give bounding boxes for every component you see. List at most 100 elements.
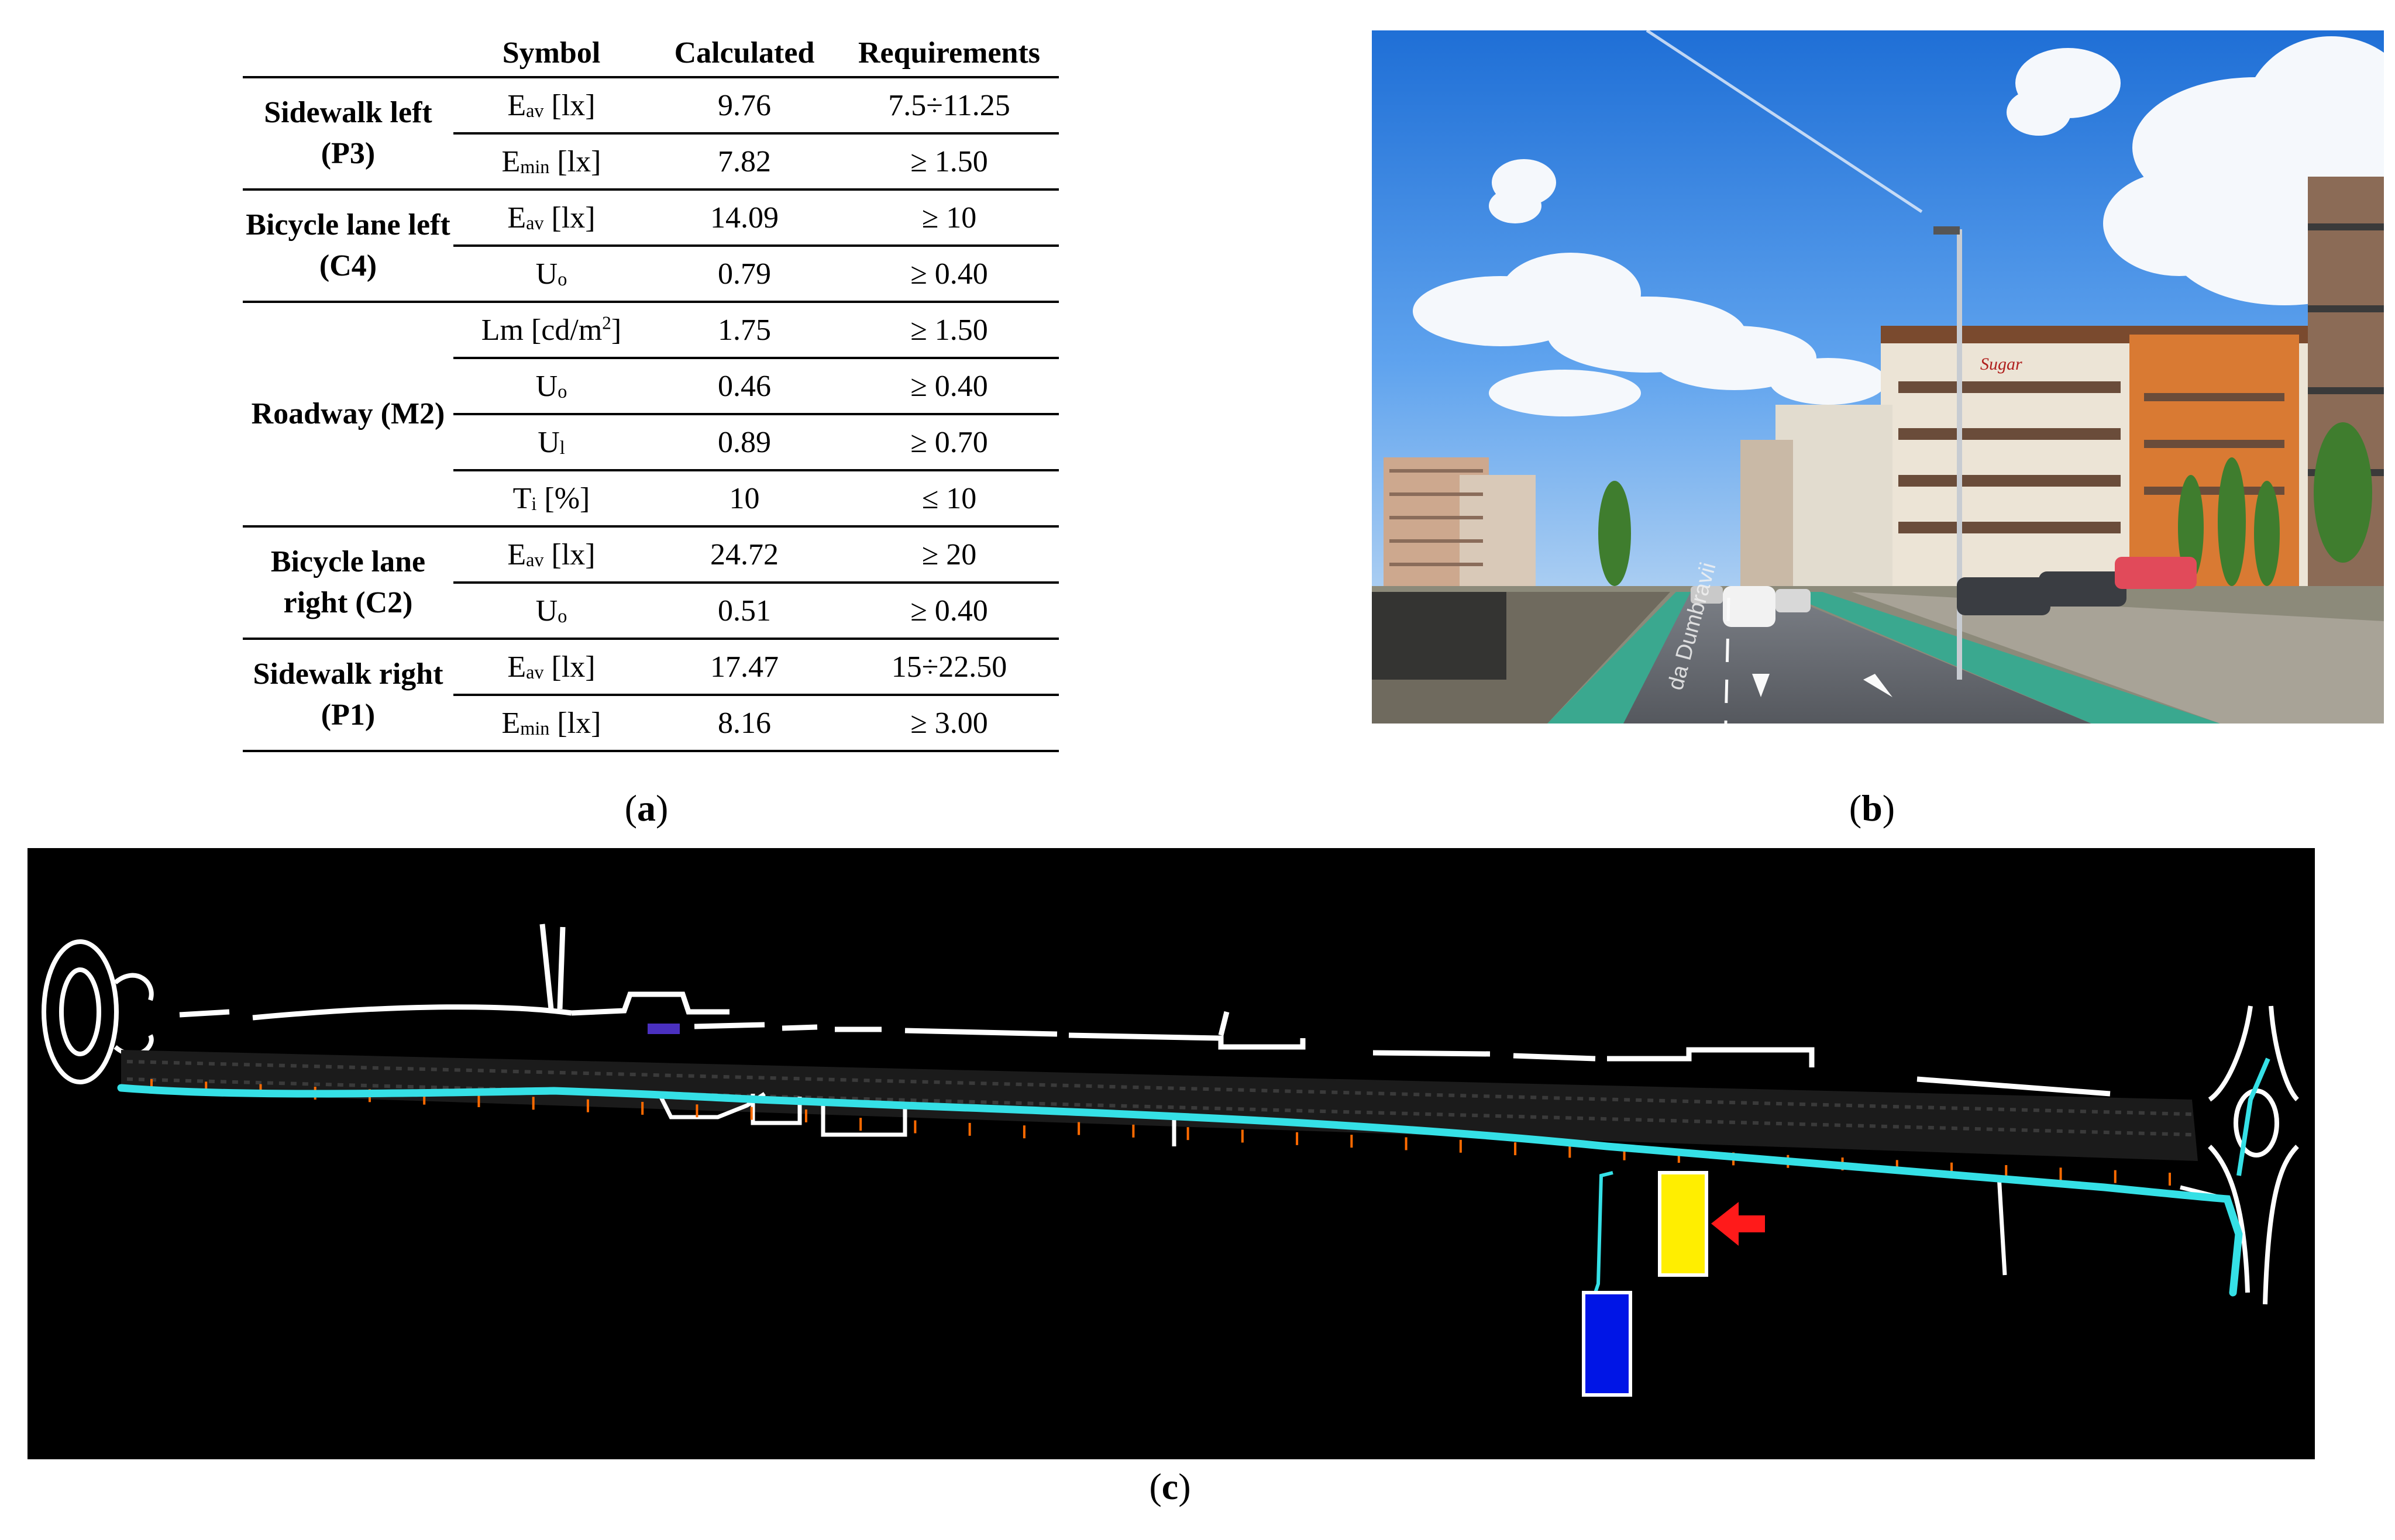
pole-marker	[1459, 1139, 1462, 1153]
calculated-cell: 1.75	[649, 302, 839, 359]
bicycle-lane-path	[117, 1084, 2243, 1297]
group-label: Sidewalk right (P1)	[253, 657, 443, 732]
pole-marker	[1950, 1162, 1953, 1176]
table-body: Sidewalk left (P3) Eav [lx] 9.76 7.5÷11.25 E…	[243, 77, 1059, 751]
requirements-table-panel: Symbol Calculated Requirements Sidewalk …	[243, 29, 1059, 752]
requirement-cell: ≤ 10	[921, 481, 977, 515]
requirements-table: Symbol Calculated Requirements Sidewalk …	[243, 29, 1059, 752]
requirement-cell: ≥ 1.50	[910, 144, 988, 178]
bike-lane-right	[1781, 592, 2220, 724]
pole-marker	[1132, 1124, 1135, 1138]
yellow-box	[1658, 1171, 1708, 1277]
pole-marker	[641, 1101, 644, 1115]
caption-c: (c)	[1149, 1466, 1191, 1507]
symbol-cell: Uo	[535, 594, 567, 628]
north-curbs	[179, 924, 2111, 1097]
pole-marker	[205, 1081, 208, 1095]
table-row: Sidewalk right (P1) Eav [lx] 17.47 15÷22.50	[243, 639, 1059, 732]
pole-marker	[1023, 1125, 1026, 1139]
red-arrow-icon	[1711, 1202, 1765, 1246]
symbol-cell: Eav [lx]	[453, 526, 649, 584]
symbol-cell: Emin [lx]	[501, 706, 601, 740]
symbol-cell: Eav [lx]	[453, 639, 649, 696]
pole-marker	[1623, 1147, 1626, 1160]
pole-marker	[1241, 1129, 1244, 1143]
table-row: Emin [lx] 7.82 ≥ 1.50	[243, 133, 1059, 190]
calculated-cell: 24.72	[649, 526, 839, 584]
symbol-cell: Uo	[453, 358, 649, 415]
pole-marker	[586, 1099, 589, 1112]
symbol-cell: Uo	[535, 257, 567, 291]
symbol-cell: Ul	[453, 414, 649, 471]
symbol-cell: Emin [lx]	[501, 144, 601, 178]
lighting-plan-map	[27, 848, 2315, 1459]
requirement-cell: ≥ 20	[839, 526, 1059, 584]
requirement-cell: ≥ 0.40	[910, 594, 988, 628]
requirement-cell: ≥ 3.00	[910, 706, 988, 740]
table-row: Uo 0.51 ≥ 0.40	[243, 583, 1059, 639]
pole-marker	[1514, 1142, 1517, 1156]
calculated-cell: 10	[729, 481, 760, 515]
pole-marker	[750, 1107, 753, 1120]
table-row: Bicycle lane left (C4) Eav [lx] 14.09 ≥ 10	[243, 190, 1059, 282]
hotel-sign: Sugar	[1980, 354, 2022, 374]
symbol-cell: Eav [lx]	[453, 190, 649, 247]
pole-marker	[477, 1094, 480, 1107]
pole-marker	[804, 1109, 807, 1122]
pole-marker	[1078, 1122, 1080, 1135]
requirement-cell: ≥ 0.70	[839, 414, 1059, 471]
pole-marker	[1568, 1145, 1571, 1158]
pole-marker	[1186, 1127, 1189, 1141]
calculated-cell: 0.79	[718, 257, 771, 291]
header-group	[243, 29, 453, 77]
requirement-cell: ≥ 10	[839, 190, 1059, 247]
table-row: Bicycle lane right (C2) Eav [lx] 24.72 ≥ 20	[243, 526, 1059, 619]
header-calculated: Calculated	[674, 36, 815, 70]
requirement-cell: 7.5÷11.25	[839, 77, 1059, 135]
group-label: Bicycle lane left (C4)	[246, 208, 450, 282]
table-row: Emin [lx] 8.16 ≥ 3.00	[243, 695, 1059, 751]
table-header-row: Symbol Calculated Requirements	[243, 29, 1059, 77]
caption-b: (b)	[1849, 787, 1895, 829]
calculated-cell: 9.76	[649, 77, 839, 135]
pole-marker	[532, 1097, 535, 1110]
pole-marker	[1405, 1137, 1408, 1150]
table-row: Uo 0.79 ≥ 0.40	[243, 246, 1059, 302]
pole-marker	[2059, 1167, 2062, 1181]
purple-marker	[648, 1024, 680, 1034]
pole-marker	[2005, 1165, 2008, 1179]
requirement-cell: ≥ 1.50	[839, 302, 1059, 359]
requirement-cell: 15÷22.50	[839, 639, 1059, 696]
calculated-cell: 17.47	[649, 639, 839, 696]
calculated-cell: 0.51	[718, 594, 771, 628]
table-row: Uo 0.46 ≥ 0.40	[243, 358, 1059, 415]
calculated-cell: 0.46	[649, 358, 839, 415]
calculated-cell: 8.16	[718, 706, 771, 740]
cars	[1691, 557, 2197, 627]
pole-marker	[423, 1091, 426, 1105]
requirement-cell: ≥ 0.40	[910, 257, 988, 291]
pole-marker	[1296, 1132, 1299, 1145]
connector-line	[1594, 1171, 1613, 1293]
pole-marker	[968, 1122, 971, 1136]
calculated-cell: 0.89	[649, 414, 839, 471]
group-label: Bicycle lane right (C2)	[270, 545, 426, 619]
header-symbol: Symbol	[502, 36, 601, 70]
table-row: Ti [%] 10 ≤ 10	[243, 470, 1059, 526]
table-row: Sidewalk left (P3) Eav [lx] 9.76 7.5÷11.25	[243, 77, 1059, 170]
symbol-cell: Eav [lx]	[453, 77, 649, 135]
street-photo: Sugar	[1372, 30, 2384, 724]
pole-marker	[859, 1118, 862, 1131]
pole-marker	[150, 1079, 153, 1092]
blue-box	[1582, 1291, 1632, 1397]
symbol-cell: Ti [%]	[512, 481, 590, 515]
contrail	[1646, 30, 1923, 213]
group-label: Roadway (M2)	[251, 397, 445, 430]
calculated-cell: 14.09	[649, 190, 839, 247]
pole-marker	[2114, 1170, 2117, 1183]
table-row: Roadway (M2) Lm [cd/m2] 1.75 ≥ 1.50	[243, 302, 1059, 430]
pole-marker	[1350, 1135, 1353, 1148]
bike-lane-left	[1547, 592, 1691, 724]
lamp-post	[1957, 229, 1962, 680]
requirement-cell: ≥ 0.40	[839, 358, 1059, 415]
